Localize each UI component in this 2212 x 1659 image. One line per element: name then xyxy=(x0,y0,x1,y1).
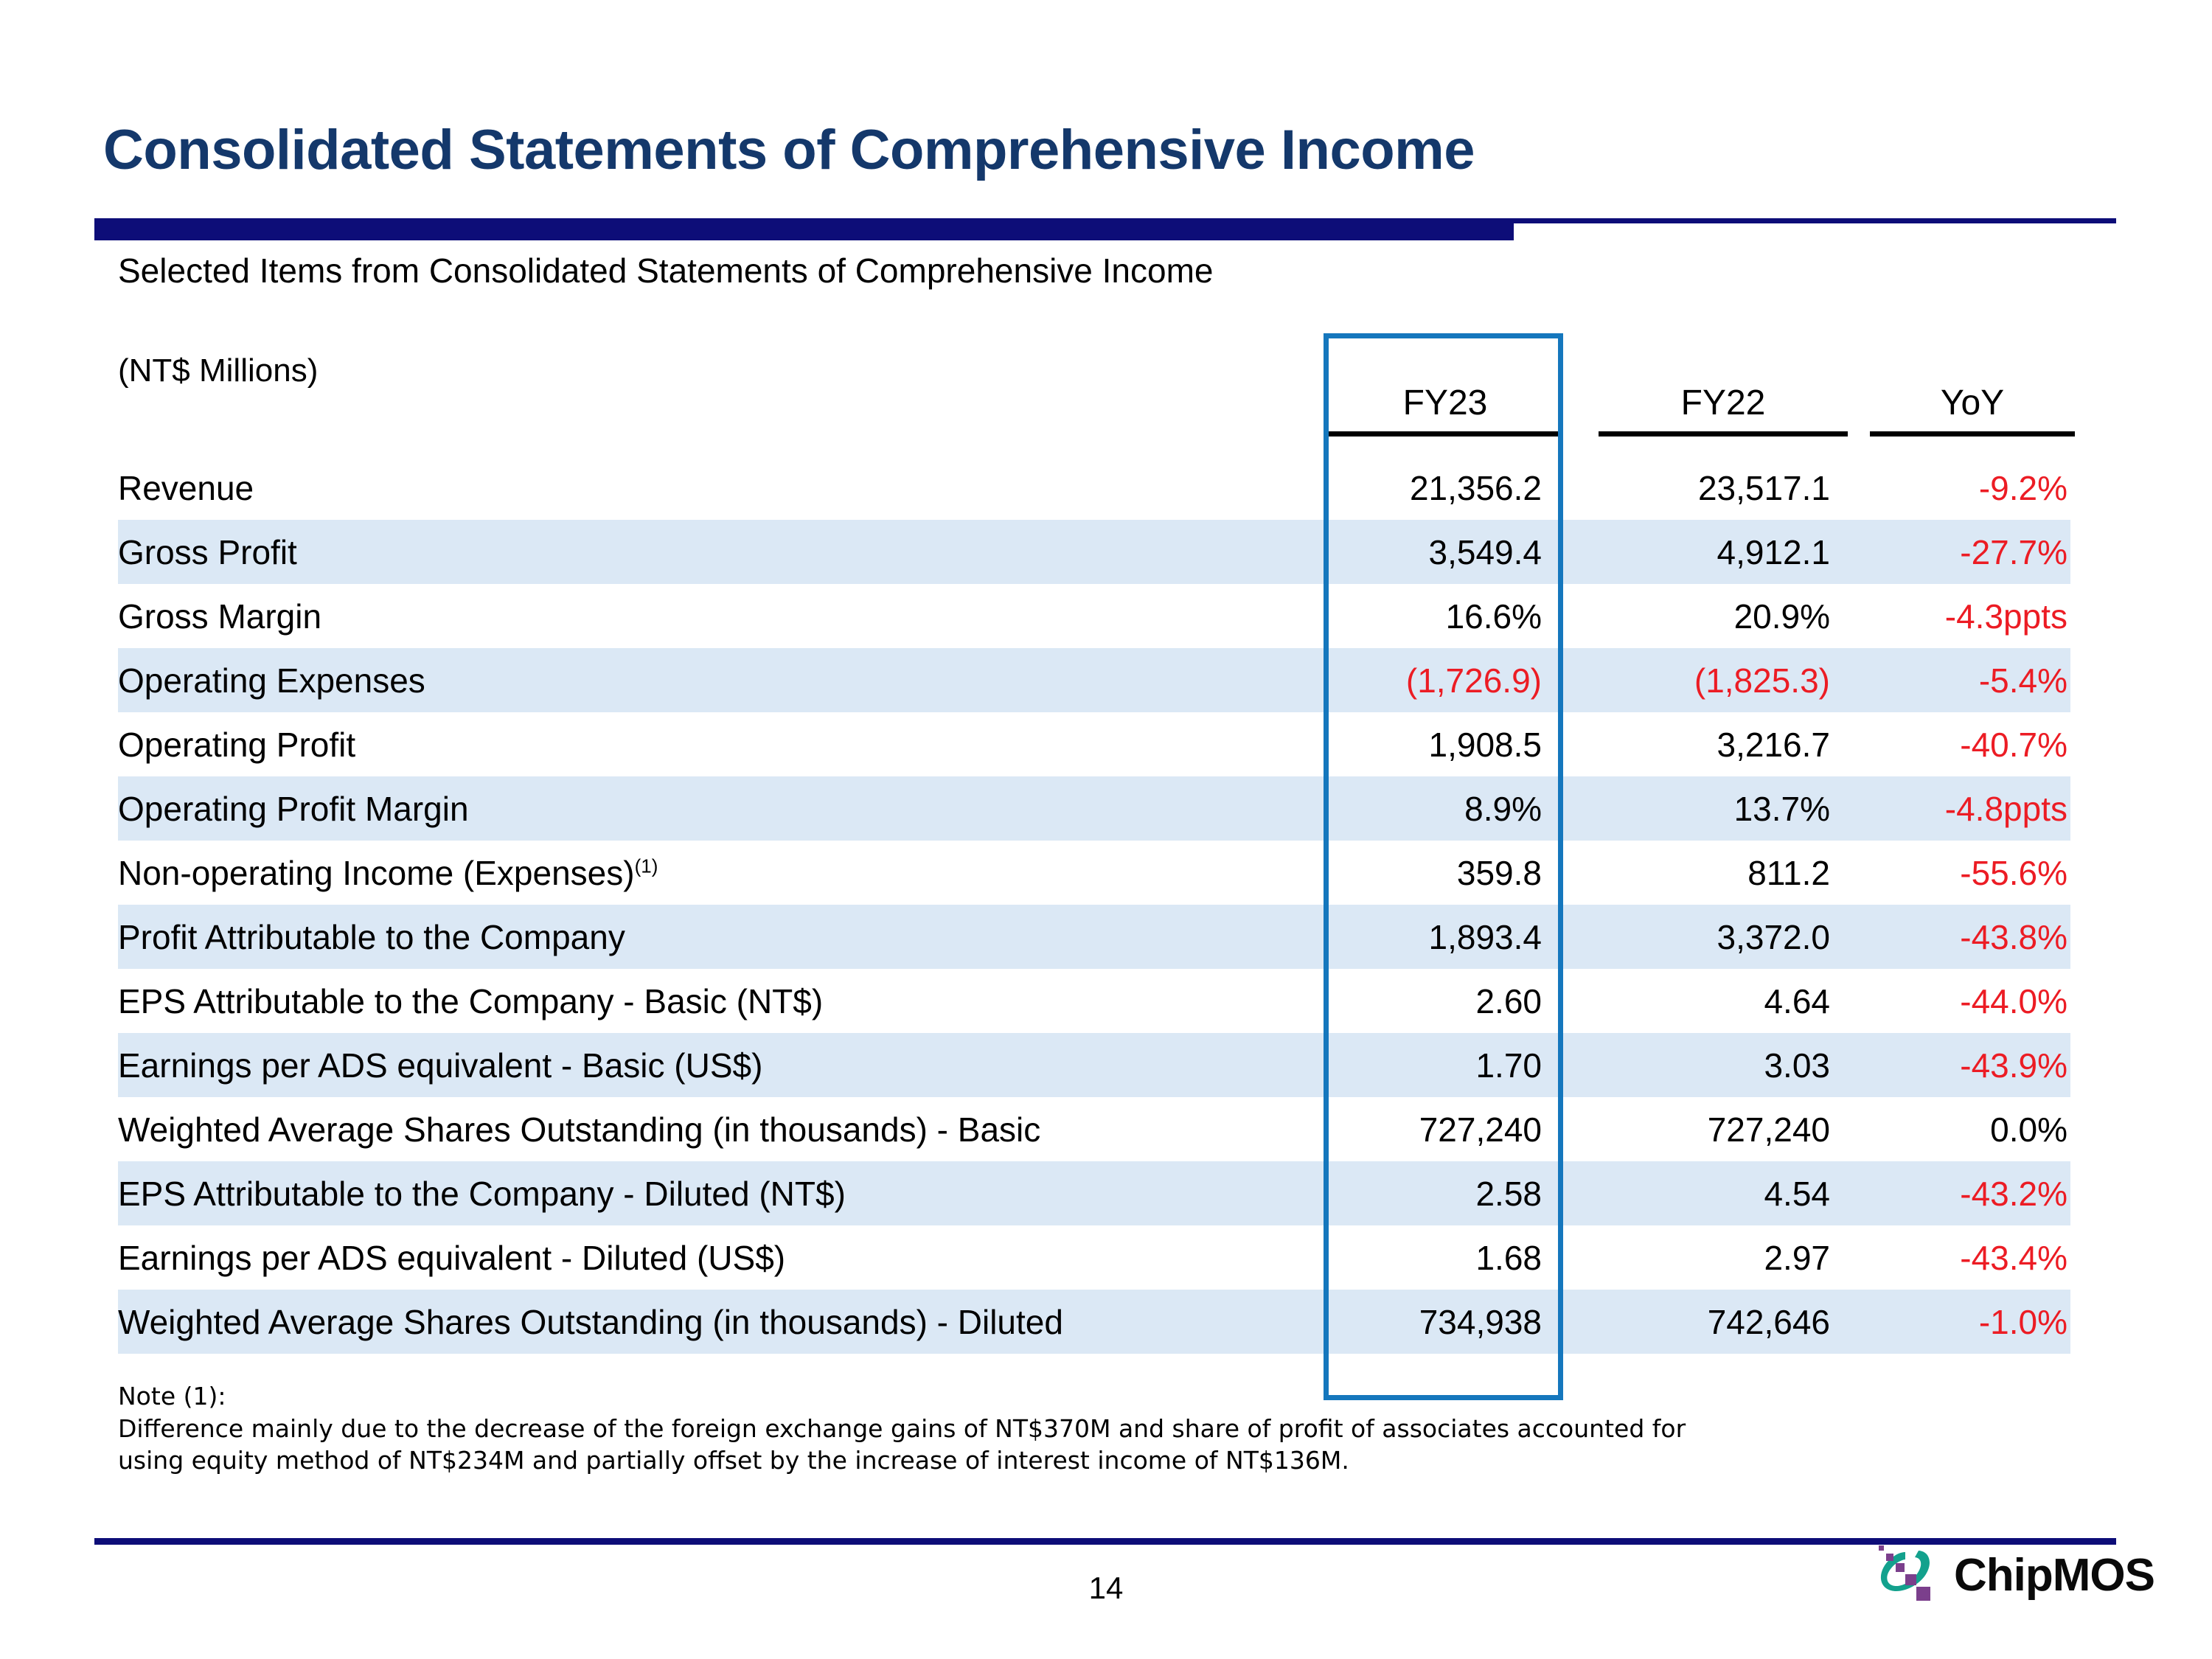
table-row: Earnings per ADS equivalent - Basic (US$… xyxy=(118,1033,2070,1097)
row-label: Gross Margin xyxy=(118,597,322,636)
table-row: Operating Profit 1,908.5 3,216.7 -40.7% xyxy=(118,712,2070,776)
table-body: Revenue 21,356.2 23,517.1 -9.2% Gross Profit… xyxy=(118,456,2094,1354)
cell-fy22: 811.2 xyxy=(1747,853,1830,892)
row-label: EPS Attributable to the Company - Basic … xyxy=(118,981,824,1020)
chipmos-logo-text: ChipMOS xyxy=(1954,1550,2155,1601)
units-label: (NT$ Millions) xyxy=(118,352,319,389)
column-rule-fy23 xyxy=(1328,431,1562,437)
cell-yoy: -43.8% xyxy=(1960,917,2067,956)
table-row: Non-operating Income (Expenses)(1) 359.8 8… xyxy=(118,841,2070,905)
table-row: Weighted Average Shares Outstanding (in … xyxy=(118,1097,2070,1161)
cell-yoy: -44.0% xyxy=(1960,981,2067,1020)
chipmos-swoosh-icon xyxy=(1879,1545,1931,1601)
table-row: Operating Expenses (1,726.9) (1,825.3) -5.4… xyxy=(118,648,2070,712)
row-label: Gross Profit xyxy=(118,532,297,571)
page-subtitle: Selected Items from Consolidated Stateme… xyxy=(118,251,1214,290)
cell-fy22: 4.54 xyxy=(1764,1174,1830,1213)
column-rule-fy22 xyxy=(1599,431,1848,437)
page-number: 14 xyxy=(1088,1571,1124,1605)
table-row: Operating Profit Margin 8.9% 13.7% -4.8ppts xyxy=(118,776,2070,841)
cell-fy23: 16.6% xyxy=(1445,597,1542,636)
cell-fy22: 13.7% xyxy=(1733,789,1830,828)
row-label: Weighted Average Shares Outstanding (in … xyxy=(118,1302,1063,1341)
cell-yoy: -43.2% xyxy=(1960,1174,2067,1213)
row-label: Non-operating Income (Expenses)(1) xyxy=(118,853,658,892)
table-row: Revenue 21,356.2 23,517.1 -9.2% xyxy=(118,456,2070,520)
cell-yoy: -5.4% xyxy=(1978,661,2067,700)
row-label: Operating Profit Margin xyxy=(118,789,469,828)
cell-fy22: 2.97 xyxy=(1764,1238,1830,1277)
cell-fy22: 20.9% xyxy=(1733,597,1830,636)
cell-fy22: (1,825.3) xyxy=(1694,661,1830,700)
cell-yoy: -55.6% xyxy=(1960,853,2067,892)
table-row: Weighted Average Shares Outstanding (in … xyxy=(118,1290,2070,1354)
financials-table: FY23 FY22 YoY Revenue 21,356.2 23,517.1 -9.… xyxy=(118,333,2094,1354)
title-rule-thick xyxy=(94,218,1514,240)
cell-fy23: 727,240 xyxy=(1419,1110,1542,1149)
cell-fy22: 742,646 xyxy=(1707,1302,1830,1341)
cell-yoy: -9.2% xyxy=(1978,468,2067,507)
table-header-row: FY23 FY22 YoY xyxy=(118,333,2094,456)
row-label: EPS Attributable to the Company - Dilute… xyxy=(118,1174,846,1213)
cell-fy22: 23,517.1 xyxy=(1697,468,1830,507)
column-rule-yoy xyxy=(1870,431,2075,437)
cell-fy23: 1.70 xyxy=(1475,1046,1542,1085)
cell-fy22: 727,240 xyxy=(1707,1110,1830,1149)
cell-fy23: 2.60 xyxy=(1475,981,1542,1020)
row-label: Weighted Average Shares Outstanding (in … xyxy=(118,1110,1041,1149)
cell-fy22: 3,216.7 xyxy=(1717,725,1830,764)
cell-fy22: 4,912.1 xyxy=(1717,532,1830,571)
cell-yoy: -1.0% xyxy=(1978,1302,2067,1341)
cell-yoy: -43.9% xyxy=(1960,1046,2067,1085)
cell-fy22: 3.03 xyxy=(1764,1046,1830,1085)
cell-fy23: 1.68 xyxy=(1475,1238,1542,1277)
page-title: Consolidated Statements of Comprehensive… xyxy=(103,119,1475,181)
cell-yoy: -40.7% xyxy=(1960,725,2067,764)
table-row: Gross Profit 3,549.4 4,912.1 -27.7% xyxy=(118,520,2070,584)
cell-fy23: 1,908.5 xyxy=(1428,725,1542,764)
table-row: Earnings per ADS equivalent - Diluted (U… xyxy=(118,1225,2070,1290)
column-header-yoy: YoY xyxy=(1940,383,2005,422)
cell-yoy: -4.3ppts xyxy=(1944,597,2067,636)
chipmos-logo: ChipMOS xyxy=(1876,1544,2155,1607)
table-row: Profit Attributable to the Company 1,893.… xyxy=(118,905,2070,969)
cell-fy23: (1,726.9) xyxy=(1405,661,1542,700)
column-header-fy23: FY23 xyxy=(1402,383,1488,422)
footer-rule xyxy=(94,1538,2116,1545)
cell-fy22: 4.64 xyxy=(1764,981,1830,1020)
footnote: Note (1): Difference mainly due to the d… xyxy=(118,1380,2109,1477)
cell-fy23: 2.58 xyxy=(1475,1174,1542,1213)
cell-yoy: -4.8ppts xyxy=(1944,789,2067,828)
cell-yoy: -27.7% xyxy=(1960,532,2067,571)
cell-yoy: 0.0% xyxy=(1990,1110,2067,1149)
cell-fy23: 734,938 xyxy=(1419,1302,1542,1341)
footnote-line-1: Difference mainly due to the decrease of… xyxy=(118,1413,1686,1443)
row-label: Operating Profit xyxy=(118,725,356,764)
cell-fy23: 8.9% xyxy=(1464,789,1542,828)
cell-fy23: 3,549.4 xyxy=(1428,532,1542,571)
table-row: EPS Attributable to the Company - Dilute… xyxy=(118,1161,2070,1225)
cell-fy22: 3,372.0 xyxy=(1717,917,1830,956)
cell-fy23: 1,893.4 xyxy=(1428,917,1542,956)
row-label: Earnings per ADS equivalent - Diluted (U… xyxy=(118,1238,786,1277)
row-label: Earnings per ADS equivalent - Basic (US$… xyxy=(118,1046,763,1085)
row-label: Operating Expenses xyxy=(118,661,425,700)
row-label: Revenue xyxy=(118,468,254,507)
cell-fy23: 359.8 xyxy=(1456,853,1542,892)
footnote-marker: (1) xyxy=(634,855,658,877)
footnote-heading: Note (1): xyxy=(118,1382,226,1411)
footnote-line-2: using equity method of NT$234M and parti… xyxy=(118,1446,1349,1475)
row-label: Profit Attributable to the Company xyxy=(118,917,625,956)
table-row: Gross Margin 16.6% 20.9% -4.3ppts xyxy=(118,584,2070,648)
column-header-fy22: FY22 xyxy=(1680,383,1766,422)
cell-yoy: -43.4% xyxy=(1960,1238,2067,1277)
table-row: EPS Attributable to the Company - Basic … xyxy=(118,969,2070,1033)
cell-fy23: 21,356.2 xyxy=(1409,468,1542,507)
